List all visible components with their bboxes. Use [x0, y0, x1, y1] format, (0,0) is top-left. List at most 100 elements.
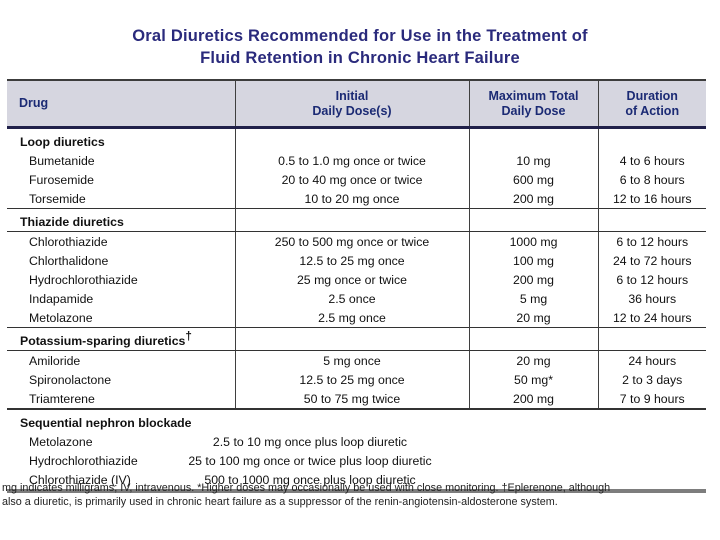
duration: 36 hours — [597, 289, 706, 308]
table-row: Chlorothiazide 250 to 500 mg once or twi… — [7, 231, 706, 251]
column-header-duration-line1: Duration — [626, 89, 678, 103]
duration: 6 to 12 hours — [597, 270, 706, 289]
drug-name: Spironolactone — [29, 372, 112, 387]
slide-title: Oral Diuretics Recommended for Use in th… — [0, 25, 720, 69]
table-header-row: Drug Initial Daily Dose(s) Maximum Total… — [7, 79, 706, 129]
max-dose: 1000 mg — [468, 231, 598, 251]
max-dose: 5 mg — [468, 289, 598, 308]
column-header-max-dose-line1: Maximum Total — [488, 89, 579, 103]
table-row: Amiloride 5 mg once 20 mg 24 hours — [7, 350, 706, 370]
table-row: Torsemide 10 to 20 mg once 200 mg 12 to … — [7, 189, 706, 209]
sequential-row-cell: Chlorothiazide (IV) 500 to 1000 mg once … — [7, 470, 706, 493]
duration: 12 to 16 hours — [597, 189, 706, 209]
max-dose: 200 mg — [468, 270, 598, 289]
duration: 6 to 12 hours — [597, 231, 706, 251]
drug-name: Chlorothiazide (IV) — [29, 472, 131, 487]
max-dose: 20 mg — [468, 308, 598, 328]
drug-name: Metolazone — [29, 434, 93, 449]
empty-cell — [468, 208, 598, 232]
initial-dose: 25 mg once or twice — [234, 270, 469, 289]
empty-cell — [597, 208, 706, 232]
column-header-max-dose: Maximum Total Daily Dose — [468, 79, 598, 129]
column-header-max-dose-line2: Daily Dose — [501, 103, 566, 118]
section-label: Sequential nephron blockade — [7, 408, 706, 432]
drug-name: Indapamide — [29, 291, 94, 306]
section-row-potassium-sparing-diuretics: Potassium-sparing diuretics† — [7, 327, 706, 351]
drug-name: Bumetanide — [29, 153, 95, 168]
max-dose: 50 mg* — [468, 370, 598, 389]
initial-dose: 20 to 40 mg once or twice — [234, 170, 469, 189]
initial-dose: 250 to 500 mg once or twice — [234, 231, 469, 251]
initial-dose: 2.5 once — [234, 289, 469, 308]
column-header-initial-dose-line2: Daily Dose(s) — [312, 103, 392, 118]
initial-dose: 2.5 to 10 mg once plus loop diuretic — [212, 434, 408, 449]
empty-cell — [234, 208, 469, 232]
sequential-row-cell: Hydrochlorothiazide 25 to 100 mg once or… — [7, 451, 706, 470]
table-row: Indapamide 2.5 once 5 mg 36 hours — [7, 289, 706, 308]
duration: 24 hours — [597, 350, 706, 370]
drug-name: Chlorthalidone — [29, 253, 109, 268]
max-dose: 600 mg — [468, 170, 598, 189]
table-row: Bumetanide 0.5 to 1.0 mg once or twice 1… — [7, 151, 706, 170]
drug-name: Torsemide — [29, 191, 86, 206]
section-label-text: Potassium-sparing diuretics — [20, 334, 186, 349]
drug-name: Metolazone — [29, 310, 93, 325]
duration: 6 to 8 hours — [597, 170, 706, 189]
initial-dose: 5 mg once — [234, 350, 469, 370]
initial-dose: 500 to 1000 mg once plus loop diuretic — [204, 472, 416, 487]
duration: 2 to 3 days — [597, 370, 706, 389]
table-row: Metolazone 2.5 to 10 mg once plus loop d… — [7, 432, 706, 451]
column-header-duration: Duration of Action — [597, 79, 706, 129]
empty-cell — [597, 327, 706, 351]
duration: 4 to 6 hours — [597, 151, 706, 170]
empty-cell — [234, 127, 469, 151]
duration: 24 to 72 hours — [597, 251, 706, 270]
table-row: Spironolactone 12.5 to 25 mg once 50 mg*… — [7, 370, 706, 389]
section-row-thiazide-diuretics: Thiazide diuretics — [7, 208, 706, 232]
slide-title-line2: Fluid Retention in Chronic Heart Failure — [200, 49, 520, 67]
max-dose: 200 mg — [468, 389, 598, 409]
table-footnote: mg indicates milligrams; IV, intravenous… — [2, 481, 718, 509]
section-label: Thiazide diuretics — [7, 208, 235, 232]
section-label: Loop diuretics — [7, 128, 235, 152]
table-row: Hydrochlorothiazide 25 mg once or twice … — [7, 270, 706, 289]
table-row: Chlorthalidone 12.5 to 25 mg once 100 mg… — [7, 251, 706, 270]
column-header-duration-line2: of Action — [625, 103, 680, 118]
initial-dose: 12.5 to 25 mg once — [234, 251, 469, 270]
duration: 12 to 24 hours — [597, 308, 706, 328]
dagger-marker: † — [185, 329, 192, 343]
empty-cell — [234, 327, 469, 351]
section-label: Potassium-sparing diuretics† — [7, 327, 235, 351]
table-row: Metolazone 2.5 mg once 20 mg 12 to 24 ho… — [7, 308, 706, 328]
drug-name: Chlorothiazide — [29, 234, 108, 249]
column-header-drug: Drug — [7, 79, 235, 129]
section-row-sequential-nephron-blockade: Sequential nephron blockade — [7, 408, 706, 432]
section-label-text: Sequential nephron blockade — [20, 416, 192, 431]
drug-name: Furosemide — [29, 172, 94, 187]
initial-dose: 12.5 to 25 mg once — [234, 370, 469, 389]
empty-cell — [468, 327, 598, 351]
table-row: Hydrochlorothiazide 25 to 100 mg once or… — [7, 451, 706, 470]
initial-dose: 50 to 75 mg twice — [234, 389, 469, 409]
duration: 7 to 9 hours — [597, 389, 706, 409]
column-header-initial-dose-line1: Initial — [335, 89, 369, 103]
empty-cell — [468, 127, 598, 151]
slide-title-line1: Oral Diuretics Recommended for Use in th… — [132, 27, 588, 45]
initial-dose: 25 to 100 mg once or twice plus loop diu… — [188, 453, 432, 468]
empty-cell — [597, 127, 706, 151]
initial-dose: 10 to 20 mg once — [234, 189, 469, 209]
drug-name: Hydrochlorothiazide — [29, 272, 138, 287]
max-dose: 10 mg — [468, 151, 598, 170]
section-row-loop-diuretics: Loop diuretics — [7, 127, 706, 152]
drug-name: Amiloride — [29, 353, 81, 368]
drug-name: Triamterene — [29, 391, 95, 406]
footnote-line2: also a diuretic, is primarily used in ch… — [2, 496, 558, 508]
drug-name: Hydrochlorothiazide — [29, 453, 138, 468]
section-label-text: Thiazide diuretics — [20, 215, 124, 230]
section-label-text: Loop diuretics — [20, 135, 105, 150]
footnote-line1: mg indicates milligrams; IV, intravenous… — [2, 482, 611, 494]
max-dose: 100 mg — [468, 251, 598, 270]
sequential-row-cell: Metolazone 2.5 to 10 mg once plus loop d… — [7, 432, 706, 451]
diuretics-table: Drug Initial Daily Dose(s) Maximum Total… — [7, 79, 706, 493]
